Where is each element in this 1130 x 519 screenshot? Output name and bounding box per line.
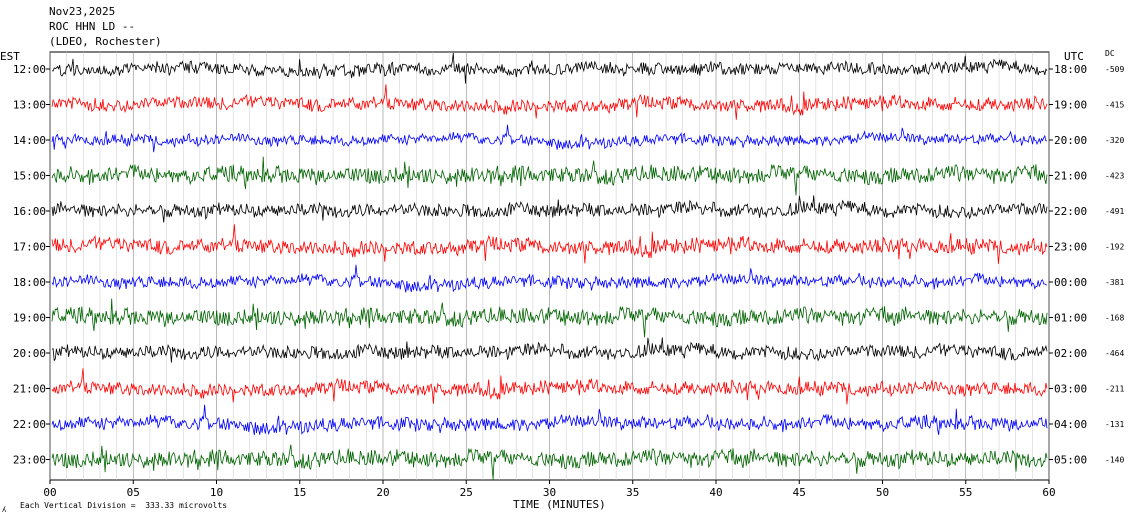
dc-value: -491 — [1105, 207, 1124, 216]
x-tick-label: 45 — [793, 486, 806, 499]
hour-labels: 12:00 18:00 -509 13:00 19:00 -415 14:00 20:00 -3… — [13, 63, 1125, 467]
dc-axis-label: DC — [1105, 49, 1115, 58]
utc-hour-label: 02:00 — [1054, 347, 1087, 360]
trace-lines — [51, 52, 1048, 480]
est-hour-label: 14:00 — [13, 134, 46, 147]
dc-value: -168 — [1105, 314, 1124, 323]
est-hour-label: 17:00 — [13, 241, 46, 254]
x-tick-label: 05 — [127, 486, 140, 499]
utc-hour-label: 18:00 — [1054, 63, 1087, 76]
utc-hour-label: 23:00 — [1054, 241, 1087, 254]
utc-hour-label: 22:00 — [1054, 205, 1087, 218]
est-hour-label: 19:00 — [13, 312, 46, 325]
trace-1200 — [51, 52, 1048, 84]
utc-axis-label: UTC — [1064, 50, 1084, 63]
trace-1500 — [51, 156, 1048, 196]
est-hour-label: 21:00 — [13, 383, 46, 396]
dc-value: -415 — [1105, 101, 1124, 110]
dc-value: -140 — [1105, 456, 1124, 465]
est-hour-label: 13:00 — [13, 99, 46, 112]
dc-value: -509 — [1105, 65, 1124, 74]
dc-value: -131 — [1105, 420, 1124, 429]
dc-value: -192 — [1105, 243, 1124, 252]
est-hour-label: 16:00 — [13, 205, 46, 218]
x-tick-label: 35 — [626, 486, 639, 499]
utc-hour-label: 19:00 — [1054, 99, 1087, 112]
corner-mark: ʎ — [2, 506, 6, 514]
est-hour-label: 15:00 — [13, 170, 46, 183]
trace-1300 — [51, 84, 1048, 120]
utc-hour-label: 03:00 — [1054, 383, 1087, 396]
utc-hour-label: 20:00 — [1054, 134, 1087, 147]
est-hour-label: 12:00 — [13, 63, 46, 76]
header-station: ROC HHN LD -- — [49, 20, 135, 33]
dc-value: -320 — [1105, 136, 1124, 145]
x-tick-label: 15 — [293, 486, 306, 499]
trace-1600 — [51, 195, 1048, 223]
dc-value: -211 — [1105, 385, 1124, 394]
x-tick-label: 60 — [1042, 486, 1055, 499]
trace-1400 — [51, 124, 1047, 153]
x-tick-label: 40 — [709, 486, 722, 499]
trace-1700 — [51, 224, 1048, 264]
x-tick-label: 00 — [43, 486, 56, 499]
x-tick-label: 10 — [210, 486, 223, 499]
scale-note: Each Vertical Division = 333.33 microvol… — [20, 501, 227, 510]
trace-1800 — [51, 264, 1048, 293]
header-network: (LDEO, Rochester) — [49, 35, 162, 48]
utc-hour-label: 05:00 — [1054, 454, 1087, 467]
trace-2200 — [51, 404, 1048, 436]
minute-gridlines — [49, 52, 1050, 484]
x-tick-label: 30 — [543, 486, 556, 499]
x-tick-label: 50 — [876, 486, 889, 499]
utc-hour-label: 01:00 — [1054, 312, 1087, 325]
x-tick-label: 55 — [959, 486, 972, 499]
x-tick-label: 20 — [376, 486, 389, 499]
header-date: Nov23,2025 — [49, 5, 115, 18]
est-hour-label: 22:00 — [13, 418, 46, 431]
est-hour-label: 23:00 — [13, 454, 46, 467]
x-tick-label: 25 — [460, 486, 473, 499]
utc-hour-label: 21:00 — [1054, 170, 1087, 183]
dc-value: -423 — [1105, 172, 1124, 181]
trace-2000 — [51, 337, 1048, 363]
est-hour-label: 18:00 — [13, 276, 46, 289]
utc-hour-label: 00:00 — [1054, 276, 1087, 289]
est-axis-label: EST — [0, 50, 20, 63]
trace-2100 — [51, 368, 1048, 405]
minute-tick-labels: 00 05 10 15 20 25 30 35 40 45 50 55 60 — [43, 486, 1055, 499]
dc-value: -464 — [1105, 349, 1124, 358]
x-axis-title: TIME (MINUTES) — [513, 498, 606, 511]
dc-value: -381 — [1105, 278, 1124, 287]
est-hour-label: 20:00 — [13, 347, 46, 360]
utc-hour-label: 04:00 — [1054, 418, 1087, 431]
trace-1900 — [51, 298, 1048, 338]
trace-2300 — [51, 444, 1048, 480]
